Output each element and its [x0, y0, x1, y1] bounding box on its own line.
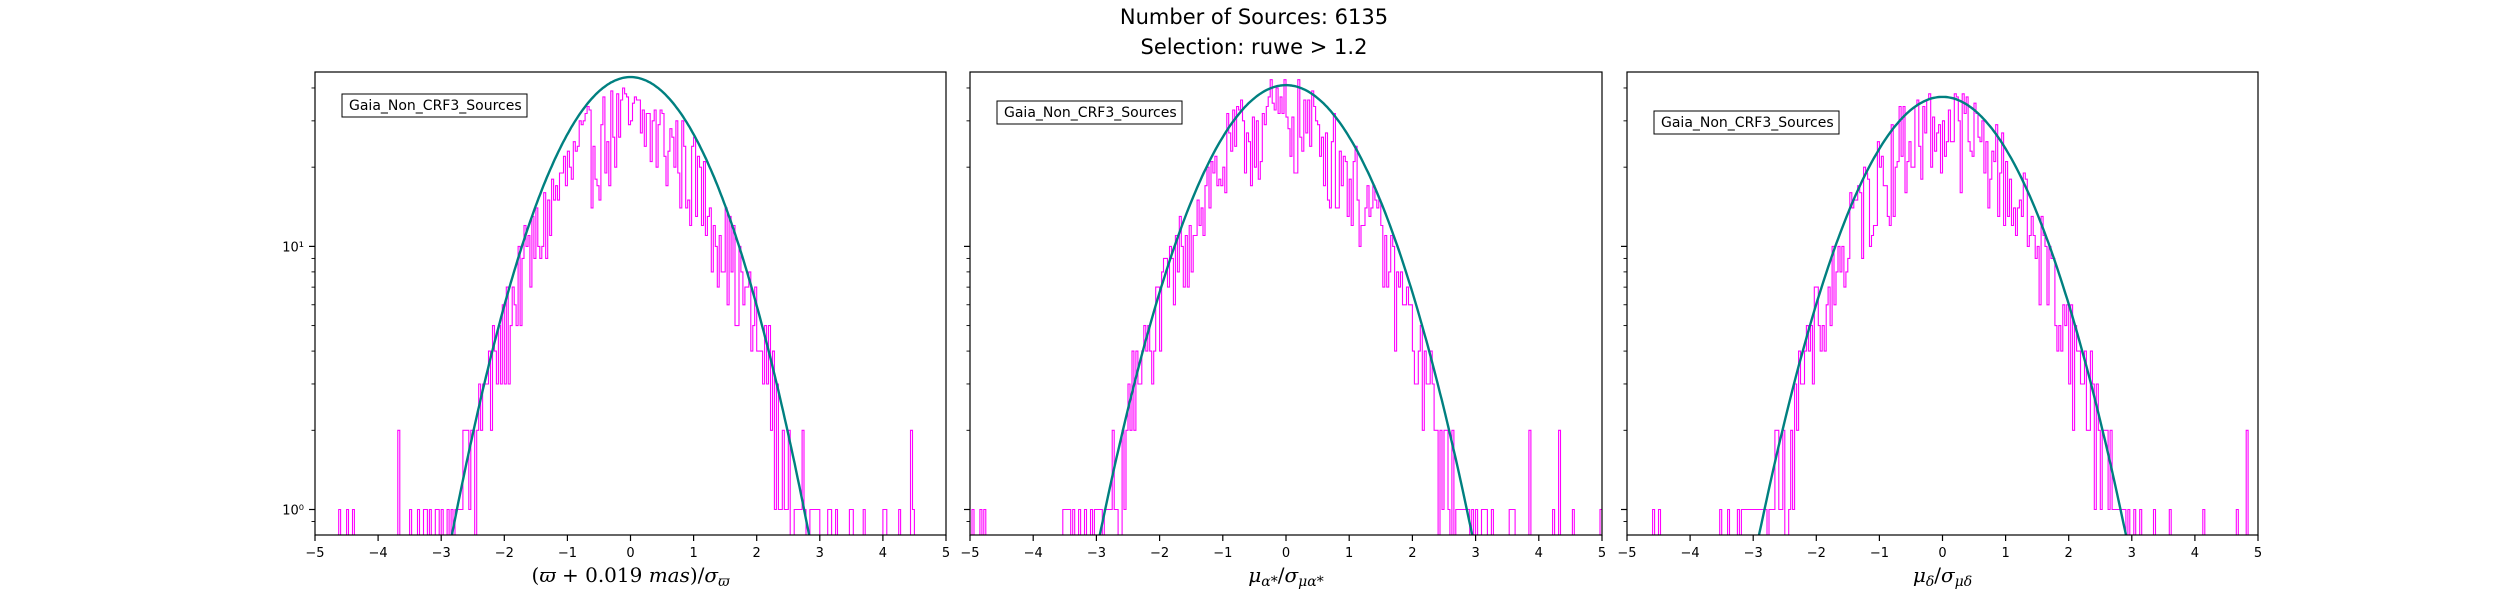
x-tick-label: 4 [2191, 546, 2199, 561]
x-axis-label: (ϖ + 0.019 mas)/σϖ [532, 563, 731, 590]
y-tick-label: 10⁰ [282, 504, 304, 519]
x-tick-label: −4 [369, 546, 388, 561]
x-axis-label-part: ( [532, 563, 540, 587]
x-tick-label: −3 [432, 546, 451, 561]
x-axis-label-part: mas [649, 563, 690, 587]
x-tick-label: −5 [1617, 546, 1636, 561]
x-axis-label-part: δ [1926, 574, 1934, 590]
figure-title-line1: Number of Sources: 6135 [1120, 5, 1388, 29]
x-axis-label-part: μδ [1955, 574, 1973, 590]
x-tick-label: 3 [1471, 546, 1479, 561]
x-tick-label: 1 [1345, 546, 1353, 561]
legend-entry: Gaia_Non_CRF3_Sources [1661, 115, 1834, 131]
legend-box [996, 100, 1183, 125]
figure-title-line2: Selection: ruwe > 1.2 [1141, 35, 1368, 59]
x-tick-label: 3 [816, 546, 824, 561]
legend-entry: Gaia_Non_CRF3_Sources [1004, 105, 1177, 121]
x-tick-label: 3 [2128, 546, 2136, 561]
x-axis-label-part: σ [1285, 563, 1300, 587]
x-tick-label: 2 [2065, 546, 2073, 561]
x-axis-label: μα*/σμα* [1248, 563, 1323, 590]
x-axis-label-part: σ [704, 563, 719, 587]
x-axis-label-part: )/ [690, 563, 705, 587]
x-axis-label-part: σ [1941, 563, 1956, 587]
x-axis-label-part: ϖ [539, 563, 556, 587]
legend-entry: Gaia_Non_CRF3_Sources [349, 98, 522, 114]
x-tick-label: 5 [942, 546, 950, 561]
x-tick-label: 2 [1408, 546, 1416, 561]
x-tick-label: −3 [1087, 546, 1106, 561]
x-tick-label: −5 [960, 546, 979, 561]
x-tick-label: 5 [1598, 546, 1606, 561]
x-tick-label: −4 [1681, 546, 1700, 561]
x-tick-label: −1 [1213, 546, 1232, 561]
y-tick-label: 10¹ [282, 240, 304, 255]
x-tick-label: −2 [495, 546, 514, 561]
x-axis-label: μδ/σμδ [1913, 563, 1972, 590]
x-axis-label-part: μα* [1298, 574, 1324, 590]
legend-box [1653, 110, 1840, 135]
x-tick-label: −5 [305, 546, 324, 561]
legend-box [341, 93, 528, 118]
x-axis-label-part: + 0.019 [556, 563, 649, 587]
histogram-series [338, 87, 915, 535]
x-axis-label-part: / [1278, 563, 1285, 587]
x-tick-label: 1 [689, 546, 697, 561]
x-tick-label: 4 [879, 546, 887, 561]
chart-panel-2: −5 −4 −3 −2 −1 0 1 2 3 4 5μα*/σμα*Gaia_Non_CRF3_So… [960, 71, 1606, 590]
x-axis-label-part: α* [1261, 574, 1277, 590]
x-tick-label: −1 [558, 546, 577, 561]
x-tick-label: 0 [1282, 546, 1290, 561]
x-tick-label: −3 [1744, 546, 1763, 561]
gaussian-fit-curve [450, 75, 811, 535]
x-axis-label-part: μ [1248, 563, 1261, 587]
gaussian-fit-curve [1757, 95, 2128, 535]
x-tick-label: 4 [1535, 546, 1543, 561]
x-tick-label: −2 [1150, 546, 1169, 561]
x-tick-label: 0 [626, 546, 634, 561]
x-tick-label: 5 [2254, 546, 2262, 561]
x-tick-label: −2 [1807, 546, 1826, 561]
x-tick-label: 1 [2001, 546, 2009, 561]
x-axis-label-part: ϖ [718, 574, 730, 590]
x-axis-label-part: / [1934, 563, 1941, 587]
histogram-series [1652, 93, 2249, 535]
gaussian-fit-curve [1098, 83, 1474, 535]
chart-panel-3: −5 −4 −3 −2 −1 0 1 2 3 4 5μδ/σμδGaia_Non_CRF3_Sour… [1617, 71, 2262, 590]
x-tick-label: 2 [753, 546, 761, 561]
x-tick-label: −1 [1870, 546, 1889, 561]
x-axis-label-part: μ [1913, 563, 1926, 587]
x-tick-label: −4 [1024, 546, 1043, 561]
x-tick-label: 0 [1938, 546, 1946, 561]
histogram-series [971, 79, 1602, 535]
